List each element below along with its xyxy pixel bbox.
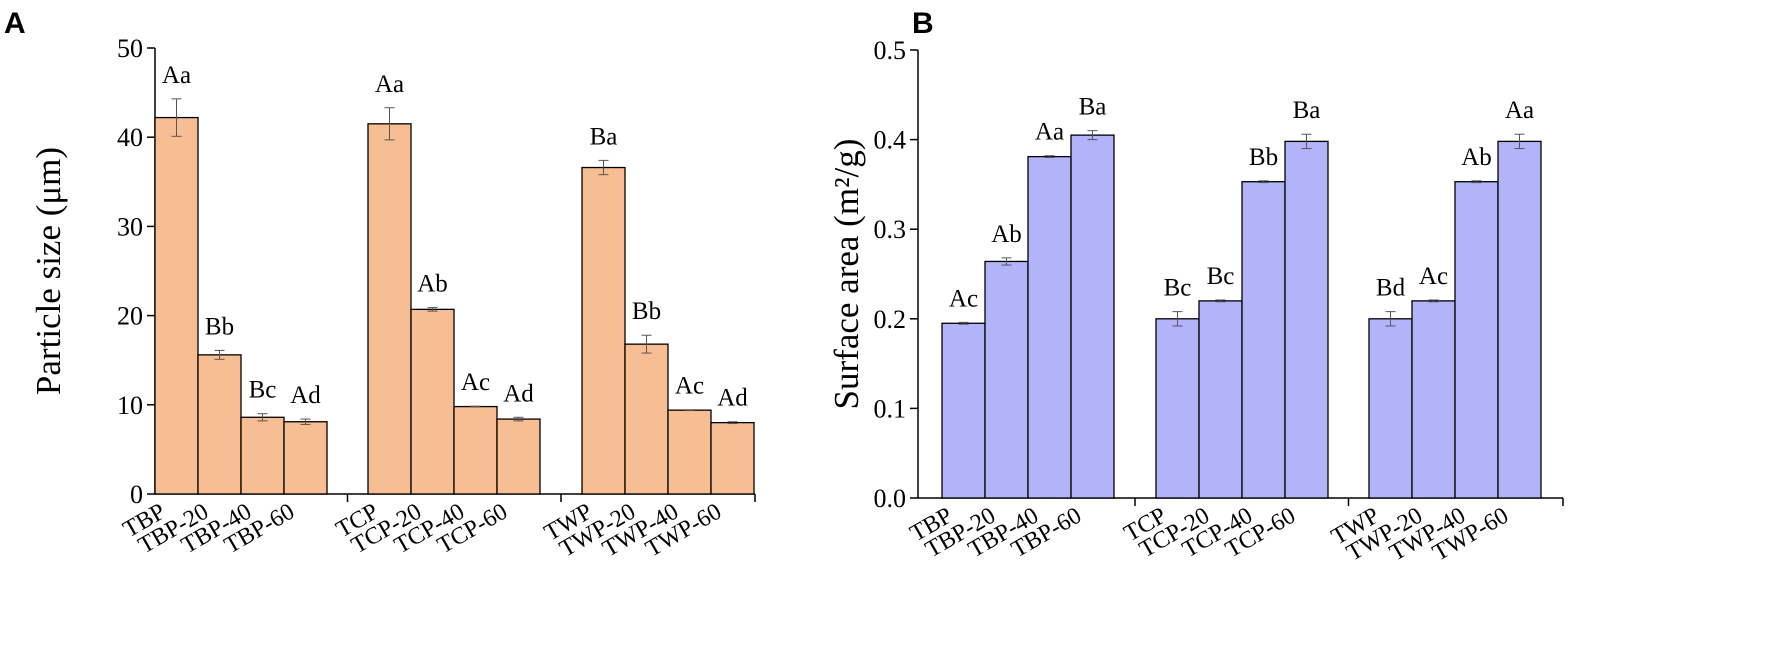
y-tick-label: 0.0 — [874, 484, 907, 513]
y-axis-title: Particle size (μm) — [29, 147, 68, 395]
significance-label: Ac — [1419, 263, 1448, 290]
significance-label: Ba — [1293, 97, 1321, 124]
significance-label: Ab — [1461, 144, 1492, 171]
bar — [410, 308, 455, 495]
y-tick-label: 50 — [117, 34, 143, 63]
bar — [453, 405, 498, 495]
bar — [496, 418, 541, 495]
bar — [367, 123, 412, 495]
bar — [1284, 140, 1329, 499]
bar — [984, 260, 1029, 499]
bar — [1411, 300, 1456, 499]
bar — [581, 166, 626, 495]
y-tick-label: 10 — [117, 391, 143, 420]
y-tick-label: 0.5 — [874, 36, 907, 65]
significance-label: Ab — [417, 271, 448, 298]
significance-label: Ad — [717, 385, 748, 412]
bar — [1027, 155, 1072, 499]
y-tick-label: 0 — [130, 480, 143, 509]
y-tick-label: 20 — [117, 302, 143, 331]
bar — [1368, 318, 1413, 499]
y-tick-label: 0.4 — [874, 126, 907, 155]
significance-label: Bc — [1207, 263, 1235, 290]
bar — [941, 322, 986, 499]
y-tick-label: 30 — [117, 212, 143, 241]
significance-label: Bc — [249, 377, 277, 404]
y-axis-title: Surface area (m²/g) — [827, 139, 866, 410]
bar — [1070, 134, 1115, 499]
bar — [1155, 318, 1200, 499]
significance-label: Ad — [290, 382, 321, 409]
y-tick-label: 40 — [117, 123, 143, 152]
significance-label: Bb — [205, 313, 234, 340]
bar — [710, 421, 755, 495]
bar — [197, 354, 242, 495]
bar — [1497, 140, 1542, 499]
bar — [283, 421, 328, 495]
significance-label: Bb — [1249, 144, 1278, 171]
y-tick-label: 0.1 — [874, 394, 907, 423]
significance-label: Ac — [461, 369, 490, 396]
bar — [624, 343, 669, 495]
significance-label: Aa — [375, 71, 404, 98]
y-tick-label: 0.2 — [874, 305, 907, 334]
y-tick-label: 0.3 — [874, 215, 907, 244]
bar — [154, 116, 199, 495]
bar — [1198, 300, 1243, 499]
significance-label: Ac — [949, 285, 978, 312]
significance-label: Ab — [991, 221, 1022, 248]
significance-label: Aa — [162, 62, 191, 89]
significance-label: Ac — [675, 373, 704, 400]
bar — [1241, 181, 1286, 499]
significance-label: Ba — [590, 123, 618, 150]
panel-letter-a: A — [4, 7, 26, 40]
significance-label: Bb — [632, 298, 661, 325]
significance-label: Bc — [1164, 275, 1192, 302]
significance-label: Bd — [1376, 275, 1406, 302]
significance-label: Aa — [1035, 119, 1064, 146]
bar — [1454, 181, 1499, 499]
significance-label: Ba — [1079, 94, 1107, 121]
panel-letter-b: B — [912, 7, 934, 40]
bar — [667, 409, 712, 495]
significance-label: Aa — [1505, 97, 1534, 124]
significance-label: Ad — [503, 380, 534, 407]
bar — [240, 416, 285, 495]
